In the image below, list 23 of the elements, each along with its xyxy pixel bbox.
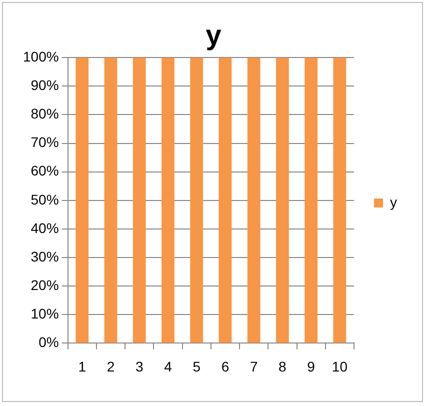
x-tick-label: 3 (135, 358, 144, 374)
y-tick-label: 10% (30, 306, 59, 322)
y-tick-label: 50% (30, 191, 59, 208)
x-tick-label: 5 (192, 358, 201, 374)
x-tick-label: 1 (78, 358, 86, 374)
y-tick-label: 100% (22, 48, 59, 64)
y-tick-label: 0% (38, 334, 59, 350)
x-tick-label: 2 (106, 358, 115, 374)
chart-title: y (206, 20, 222, 51)
x-tick-label: 7 (250, 358, 258, 374)
y-tick-label: 90% (30, 77, 59, 94)
x-tick-label: 8 (278, 358, 287, 374)
x-tick-label: 10 (332, 358, 348, 374)
x-tick-label: 4 (164, 358, 172, 374)
y-tick-label: 30% (30, 248, 59, 264)
y-tick-label: 70% (30, 134, 59, 150)
x-tick-label: 6 (221, 358, 230, 374)
y-tick-label: 20% (30, 276, 59, 293)
legend-label: y (390, 194, 397, 210)
x-tick-label: 9 (307, 358, 316, 374)
y-tick-label: 60% (30, 162, 59, 179)
y-tick-label: 80% (30, 106, 59, 122)
y-tick-label: 40% (30, 220, 59, 236)
